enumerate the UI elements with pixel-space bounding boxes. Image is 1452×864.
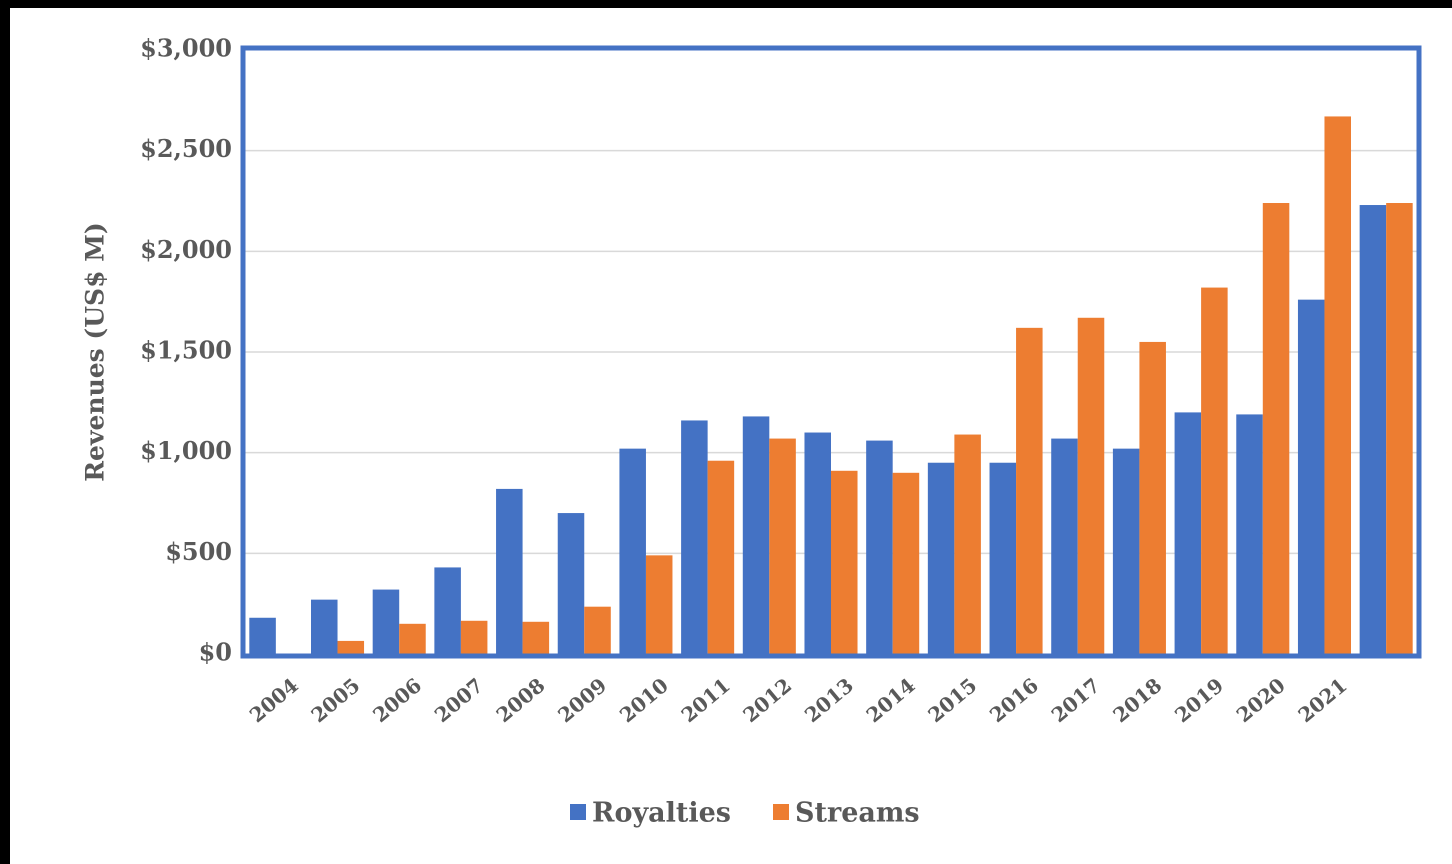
x-tick-label: 2012 (738, 673, 796, 727)
x-tick-label: 2007 (430, 673, 488, 727)
x-tick-label: 2008 (491, 673, 549, 727)
x-tick-label: 2018 (1108, 673, 1166, 727)
legend-swatch-streams (773, 804, 789, 820)
bar-royalties-2007 (434, 567, 461, 654)
bars (249, 116, 1413, 654)
bar-streams-2008 (522, 621, 550, 654)
bar-streams-2021 (1324, 116, 1351, 654)
y-tick-label: $0 (199, 638, 232, 667)
bar-royalties-2006 (372, 589, 400, 654)
legend-label-streams: Streams (795, 798, 920, 829)
legend-label-royalties: Royalties (592, 798, 731, 829)
x-tick-label: 2005 (306, 673, 364, 727)
bar-royalties-2011 (681, 420, 708, 654)
x-tick-label: 2010 (615, 673, 673, 727)
y-axis-ticks: $0 $500 $1,000 $1,500 $2,000 $2,500 $3,000 (140, 34, 232, 667)
bar-streams-2007 (460, 620, 488, 654)
bar-royalties-2013 (804, 432, 831, 654)
bar-royalties-2004 (249, 617, 276, 654)
y-axis-label: Revenues (US$ M) (81, 222, 110, 481)
legend: Royalties Streams (570, 798, 920, 829)
x-tick-label: 2015 (923, 673, 981, 727)
y-tick-label: $1,500 (140, 336, 232, 365)
x-tick-label: 2016 (985, 673, 1043, 727)
bar-royalties-2005 (311, 599, 338, 654)
bar-streams-2019 (1201, 287, 1228, 654)
x-tick-label: 2019 (1170, 673, 1228, 727)
bar-streams-2014 (892, 472, 920, 654)
x-tick-label: 2013 (800, 673, 858, 727)
x-tick-label: 2020 (1232, 673, 1290, 727)
y-tick-label: $3,000 (140, 34, 232, 63)
bar-royalties-2018 (1112, 448, 1140, 654)
bar-royalties-2014 (866, 440, 893, 654)
bar-streams-2006 (399, 623, 426, 654)
x-tick-label: 2021 (1293, 673, 1351, 727)
bar-streams-2020 (1262, 203, 1290, 654)
bar-royalties-2020 (1236, 414, 1263, 654)
bar-streams-2015 (954, 434, 981, 654)
bar-streams-2017 (1077, 317, 1105, 654)
bar-royalties (1359, 205, 1387, 654)
x-tick-label: 2011 (677, 673, 735, 727)
x-tick-label: 2017 (1047, 673, 1105, 727)
bar-royalties-2015 (927, 462, 955, 654)
bar-streams-2011 (707, 460, 735, 654)
bar-streams-2010 (645, 555, 673, 654)
bar-streams-2009 (584, 606, 611, 654)
plot-area-border (240, 45, 1422, 659)
y-tick-label: $500 (165, 537, 232, 566)
bar-royalties-2016 (989, 462, 1017, 654)
bar-streams-2018 (1139, 341, 1166, 654)
bar-streams-2005 (337, 640, 365, 654)
y-tick-label: $2,500 (140, 134, 232, 163)
x-tick-label: 2004 (245, 673, 303, 727)
x-tick-label: 2006 (368, 673, 426, 727)
bar-streams-2016 (1016, 327, 1043, 654)
legend-swatch-royalties (570, 804, 586, 820)
bar-royalties-2008 (496, 488, 523, 654)
y-tick-label: $2,000 (140, 235, 232, 264)
chart-frame: $0 $500 $1,000 $1,500 $2,000 $2,500 $3,000 200… (10, 8, 1452, 864)
bar-royalties-2017 (1051, 438, 1078, 654)
x-tick-label: 2014 (862, 673, 920, 727)
bar-royalties-2010 (619, 448, 646, 654)
bar-streams-2012 (769, 438, 796, 654)
bar-royalties-2009 (557, 513, 585, 654)
bar-royalties-2019 (1174, 412, 1202, 654)
x-tick-label: 2009 (553, 673, 611, 727)
x-axis-ticks: 2004 2005 2006 2007 2008 2009 2010 2011 2012 2013… (245, 673, 1352, 727)
bar-streams-2013 (831, 470, 858, 654)
revenue-bar-chart: $0 $500 $1,000 $1,500 $2,000 $2,500 $3,000 200… (81, 34, 1422, 829)
bar-royalties-2012 (742, 416, 770, 654)
y-tick-label: $1,000 (140, 436, 232, 465)
bar-royalties-2021 (1297, 299, 1325, 654)
bar-streams (1386, 203, 1413, 654)
